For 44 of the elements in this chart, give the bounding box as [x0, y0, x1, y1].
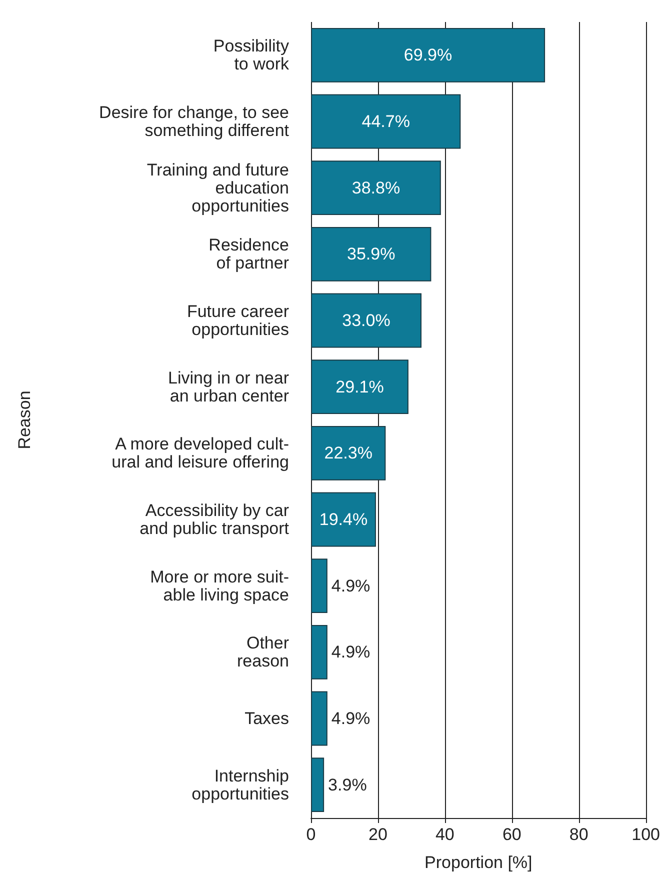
y-tick-label: Desire for change, to see something different: [99, 103, 290, 140]
x-tick-label: 80: [569, 825, 588, 844]
y-tick-label: Residence of partner: [208, 236, 290, 273]
x-tick-label: 20: [368, 825, 388, 844]
data-label: 4.9%: [331, 642, 370, 662]
bar: [311, 160, 441, 216]
data-label: 19.4%: [319, 510, 368, 529]
bar: [311, 293, 422, 348]
y-tick-label: Accessibility by car and public transport: [140, 501, 290, 538]
bar: [311, 624, 328, 680]
data-label: 3.9%: [328, 775, 367, 794]
data-label: 22.3%: [324, 444, 372, 463]
bar: [311, 691, 328, 746]
bar: [311, 426, 386, 480]
bar: [311, 28, 546, 82]
data-label: 69.9%: [404, 46, 452, 65]
y-tick-label: Future career opportunities: [186, 302, 290, 339]
data-label: 4.9%: [331, 709, 370, 728]
data-label: 29.1%: [336, 377, 384, 396]
x-tick-label: 0: [306, 825, 316, 844]
data-label: 4.9%: [331, 576, 370, 596]
y-tick-label: More or more suit- able living space: [150, 567, 289, 604]
bar: [311, 492, 376, 547]
data-label: 33.0%: [342, 311, 390, 330]
y-tick-label: Internship opportunities: [192, 766, 289, 804]
x-axis-title: Proportion [%]: [424, 853, 532, 872]
y-tick-label: Possibility to work: [213, 36, 290, 74]
bar: [311, 94, 461, 149]
data-label: 44.7%: [362, 112, 410, 131]
y-tick-label: Taxes: [244, 709, 289, 728]
bar: [311, 360, 408, 414]
y-tick-label: A more developed cult- ural and leisure offering: [112, 434, 289, 472]
y-axis-title: Reason: [15, 390, 34, 450]
x-tick-label: 60: [502, 825, 522, 844]
x-tick-label: 40: [435, 825, 454, 844]
y-tick-label: Living in or near an urban center: [168, 368, 290, 406]
x-tick-label: 100: [632, 825, 660, 844]
data-label: 35.9%: [347, 244, 396, 264]
data-label: 38.8%: [352, 178, 400, 198]
y-tick-label: Other reason: [237, 634, 290, 671]
bar: [311, 226, 432, 282]
y-tick-label: Training and future education opportunities: [146, 160, 289, 216]
bar: [311, 758, 324, 812]
bar: [311, 558, 328, 614]
